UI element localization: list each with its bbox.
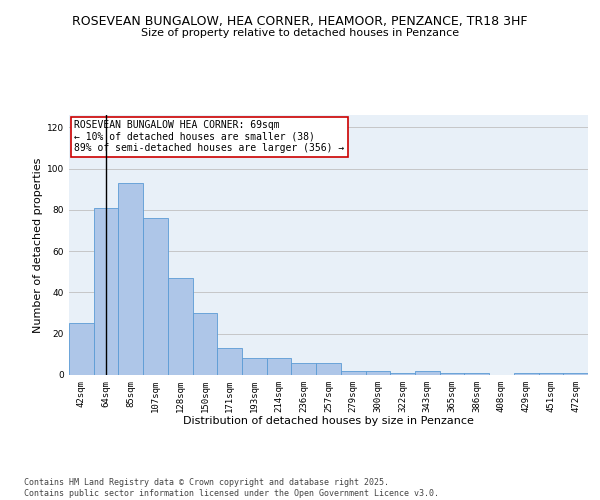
Text: Size of property relative to detached houses in Penzance: Size of property relative to detached ho… bbox=[141, 28, 459, 38]
Bar bbox=[341, 371, 365, 375]
Text: ROSEVEAN BUNGALOW HEA CORNER: 69sqm
← 10% of detached houses are smaller (38)
89: ROSEVEAN BUNGALOW HEA CORNER: 69sqm ← 10… bbox=[74, 120, 344, 154]
Bar bbox=[168, 278, 193, 375]
Bar bbox=[464, 373, 489, 375]
Bar bbox=[415, 371, 440, 375]
Text: Contains HM Land Registry data © Crown copyright and database right 2025.
Contai: Contains HM Land Registry data © Crown c… bbox=[24, 478, 439, 498]
Bar bbox=[193, 313, 217, 375]
Text: ROSEVEAN BUNGALOW, HEA CORNER, HEAMOOR, PENZANCE, TR18 3HF: ROSEVEAN BUNGALOW, HEA CORNER, HEAMOOR, … bbox=[72, 15, 528, 28]
Bar bbox=[563, 373, 588, 375]
Bar bbox=[440, 373, 464, 375]
Bar bbox=[94, 208, 118, 375]
Bar bbox=[69, 324, 94, 375]
Bar bbox=[217, 348, 242, 375]
Bar bbox=[242, 358, 267, 375]
Bar bbox=[514, 373, 539, 375]
Bar bbox=[267, 358, 292, 375]
Bar bbox=[539, 373, 563, 375]
Bar bbox=[143, 218, 168, 375]
Bar bbox=[390, 373, 415, 375]
Y-axis label: Number of detached properties: Number of detached properties bbox=[33, 158, 43, 332]
Bar bbox=[292, 362, 316, 375]
X-axis label: Distribution of detached houses by size in Penzance: Distribution of detached houses by size … bbox=[183, 416, 474, 426]
Bar bbox=[365, 371, 390, 375]
Bar bbox=[118, 183, 143, 375]
Bar bbox=[316, 362, 341, 375]
